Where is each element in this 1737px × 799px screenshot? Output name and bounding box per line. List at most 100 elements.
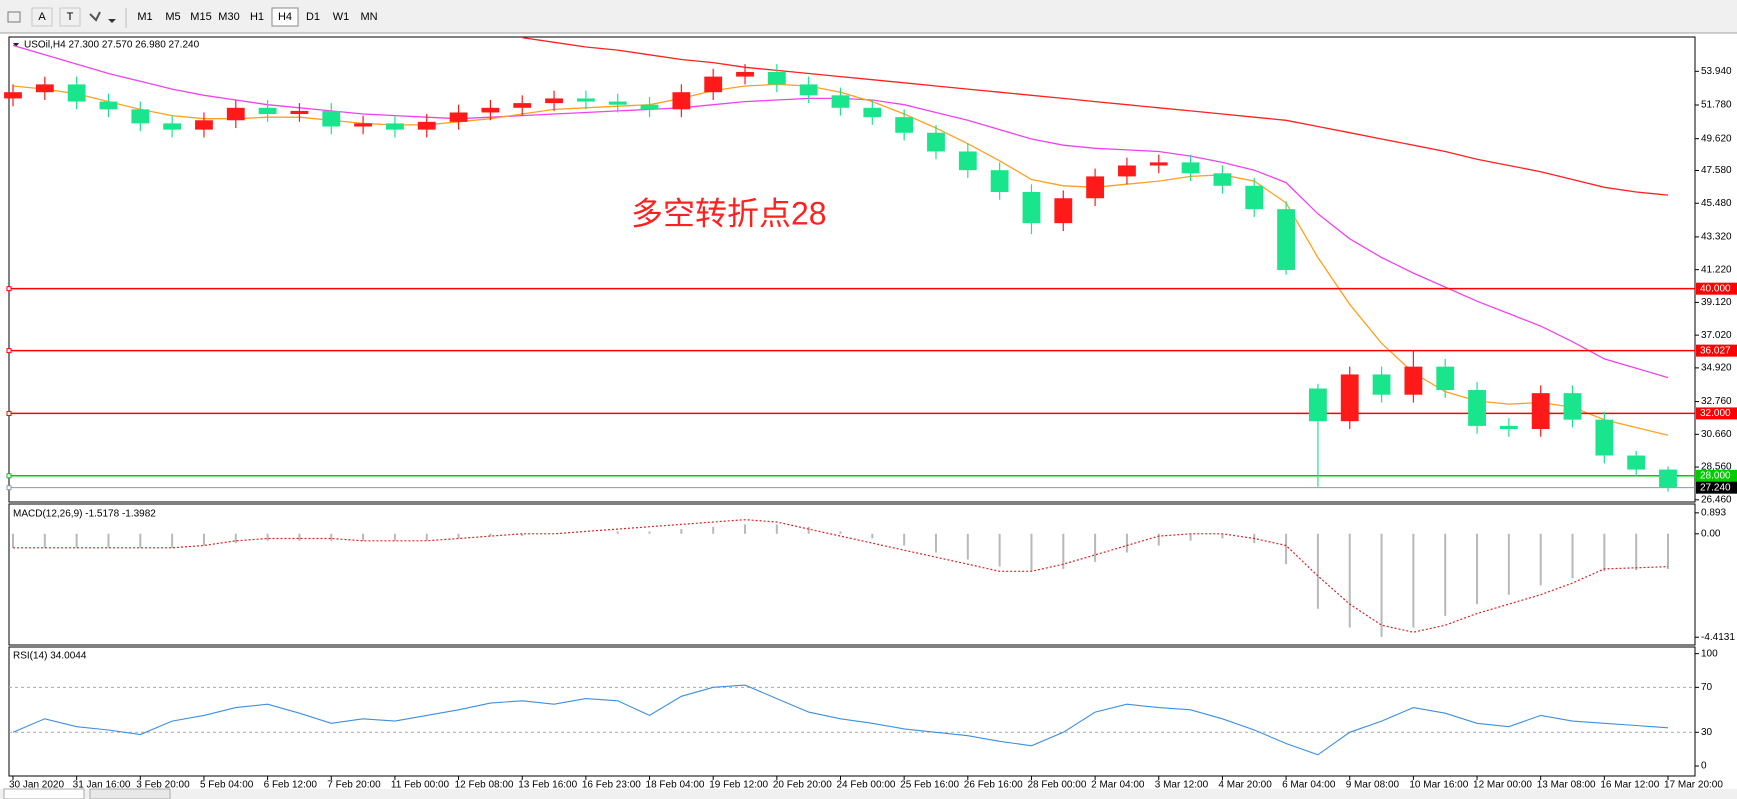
candle-body	[576, 98, 595, 102]
x-tick-label: 3 Feb 20:00	[136, 780, 190, 791]
macd-title: MACD(12,26,9) -1.5178 -1.3982	[13, 509, 156, 520]
candle-body	[1022, 192, 1041, 224]
candle-body	[4, 92, 22, 99]
timeframe-label: M30	[218, 11, 239, 23]
menu-icon[interactable]	[7, 11, 21, 23]
candle-body	[258, 107, 277, 115]
x-tick-label: 6 Feb 12:00	[264, 780, 318, 791]
level-label: 28.000	[1700, 470, 1731, 481]
level-tag	[1696, 282, 1737, 295]
x-tick-label: 11 Feb 00:00	[391, 780, 450, 791]
timeframe-button[interactable]	[132, 8, 158, 26]
candle-body	[1054, 198, 1073, 224]
dropdown-icon[interactable]	[108, 19, 116, 23]
candle-body	[1245, 185, 1264, 210]
rsi-title: RSI(14) 34.0044	[13, 651, 87, 662]
timeframe-label: M5	[165, 11, 180, 23]
x-tick-label: 20 Feb 20:00	[773, 780, 832, 791]
level-tag	[1696, 481, 1737, 494]
timeframe-label: M15	[190, 11, 211, 23]
x-tick-label: 26 Feb 16:00	[964, 780, 1023, 791]
candle-body	[640, 104, 659, 110]
candle-body	[831, 95, 850, 108]
price-panel	[8, 36, 1696, 503]
x-tick-label: 2 Mar 04:00	[1091, 780, 1145, 791]
x-tick-label: 17 Mar 20:00	[1664, 780, 1723, 791]
timeframe-button[interactable]	[188, 8, 214, 26]
candle-body	[1372, 374, 1391, 395]
y-tick-label: 34.920	[1701, 363, 1732, 374]
y-tick-label: 43.320	[1701, 232, 1732, 243]
x-tick-label: 31 Jan 16:00	[73, 780, 131, 791]
candle-body	[958, 151, 977, 171]
candle-body	[927, 132, 945, 152]
level-label: 40.000	[1700, 283, 1731, 294]
y-tick-label: 28.560	[1701, 462, 1732, 473]
level-label: 32.000	[1700, 408, 1731, 419]
timeframe-button[interactable]	[160, 8, 186, 26]
candle-body	[226, 107, 245, 121]
candle-body	[1595, 419, 1614, 456]
level-handle	[6, 348, 12, 354]
tool-button[interactable]	[31, 7, 53, 27]
x-tick-label: 16 Mar 12:00	[1600, 780, 1659, 791]
candle-body	[608, 101, 627, 105]
annotation: 多空转折点28	[631, 195, 827, 231]
candle-body	[1563, 393, 1582, 420]
timeframe-button[interactable]	[271, 7, 299, 27]
timeframe-button[interactable]	[356, 8, 382, 26]
moving-average	[522, 36, 1669, 196]
candle-body	[322, 110, 341, 127]
x-tick-label: 7 Feb 20:00	[327, 780, 381, 791]
timeframe-button[interactable]	[244, 8, 270, 26]
rsi-panel	[8, 646, 1696, 777]
candle-body	[290, 110, 309, 115]
candle-body	[1499, 425, 1518, 430]
y-tick-label: 32.760	[1701, 396, 1732, 407]
candle-body	[863, 107, 882, 118]
timeframe-label: H4	[278, 11, 292, 23]
candle-body	[767, 71, 786, 85]
x-tick-label: 30 Jan 2020	[9, 780, 64, 791]
candle-body	[1659, 469, 1677, 488]
x-tick-label: 13 Mar 08:00	[1537, 780, 1596, 791]
x-tick-label: 19 Feb 12:00	[709, 780, 768, 791]
tool-button[interactable]	[59, 7, 81, 27]
y-tick-label: -4.4131	[1701, 632, 1735, 643]
candle-body	[1436, 366, 1455, 391]
level-label: 27.240	[1700, 482, 1731, 493]
candle-body	[163, 123, 182, 130]
timeframe-button[interactable]	[328, 8, 354, 26]
level-handle	[6, 410, 12, 416]
candle-body	[449, 112, 468, 122]
candle-body	[1340, 374, 1359, 422]
level-tag	[1696, 469, 1737, 482]
x-tick-label: 12 Mar 00:00	[1473, 780, 1532, 791]
y-tick-label: 30	[1701, 727, 1713, 738]
tab[interactable]	[89, 788, 171, 799]
level-handle	[6, 473, 12, 479]
x-tick-label: 6 Mar 04:00	[1282, 780, 1336, 791]
candle-body	[1531, 393, 1550, 430]
timeframe-group: M1 M5 M15 M30 H1 H4 D1 W1 MN	[132, 7, 382, 27]
timeframe-button[interactable]	[216, 8, 242, 26]
collapse-icon[interactable]	[13, 43, 19, 47]
y-tick-label: 0.893	[1701, 507, 1726, 518]
tool-icon[interactable]	[89, 11, 101, 22]
candle-body	[1308, 388, 1327, 422]
macd-signal	[13, 519, 1669, 633]
candle-body	[195, 120, 213, 130]
timeframe-button[interactable]	[300, 8, 326, 26]
candle-body	[67, 84, 86, 102]
x-tick-label: 12 Feb 08:00	[455, 780, 514, 791]
candle-body	[481, 107, 500, 113]
candle-body	[704, 76, 723, 93]
y-tick-label: 0	[1701, 761, 1707, 772]
macd-panel	[8, 503, 1696, 646]
tab[interactable]	[3, 788, 85, 799]
candle-body	[799, 84, 818, 96]
candle-body	[990, 170, 1009, 192]
